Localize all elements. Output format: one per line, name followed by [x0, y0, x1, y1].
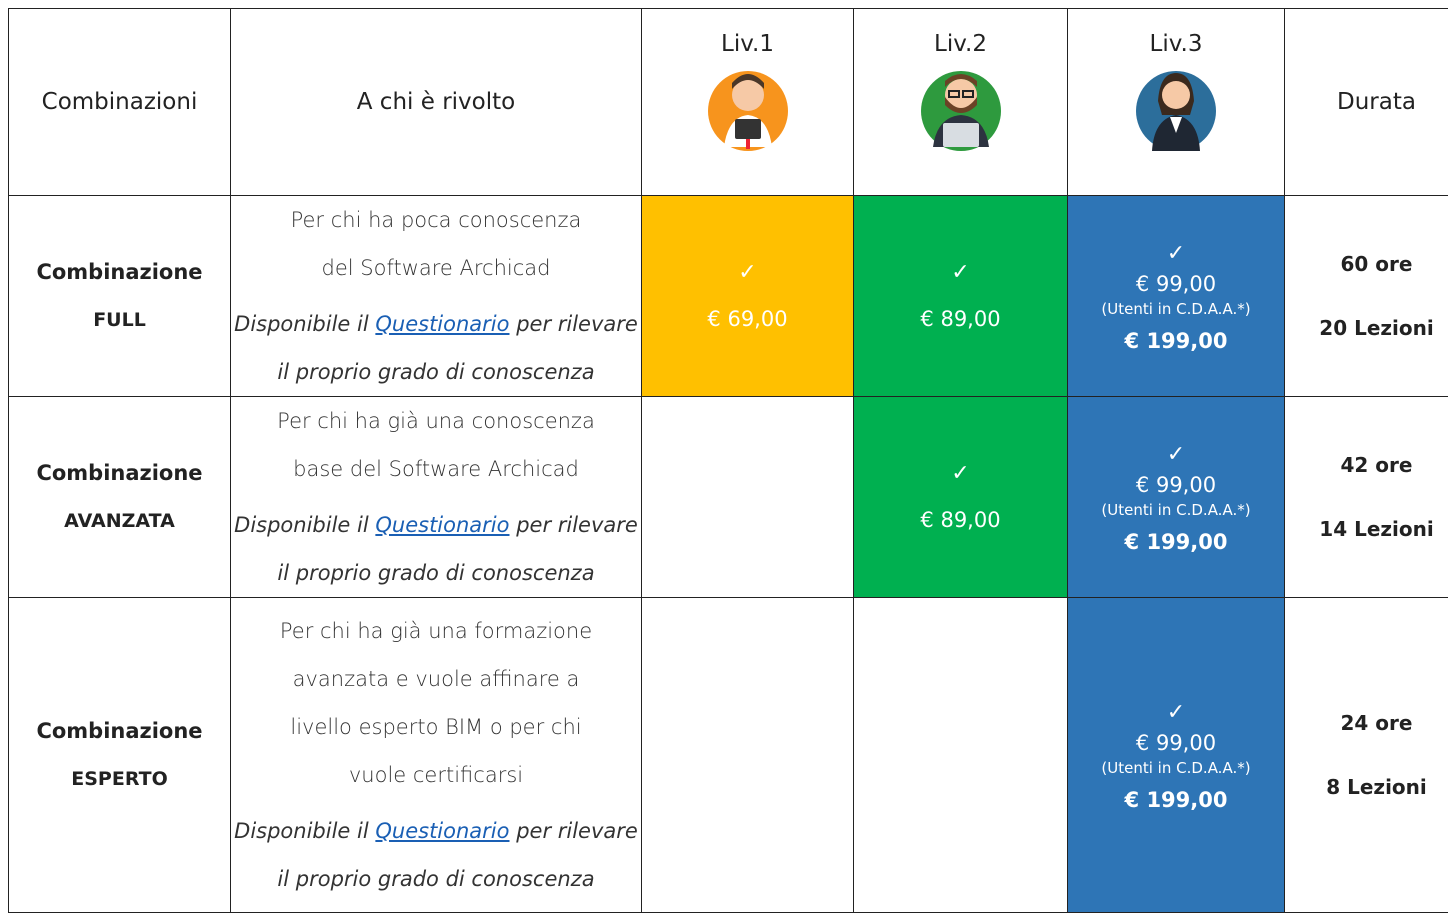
header-cell: A chi è rivolto	[231, 9, 642, 196]
description-line: del Software Archicad	[231, 244, 641, 292]
description-line: Per chi ha poca conoscenza	[231, 196, 641, 244]
price: € 89,00	[854, 304, 1067, 334]
header-cell: Liv.1	[642, 9, 854, 196]
level-cell	[642, 598, 854, 913]
description-line: base del Software Archicad	[231, 445, 641, 493]
header-cell: Durata	[1285, 9, 1448, 196]
check-mark: ✓	[642, 258, 853, 288]
duration: 24 ore	[1285, 691, 1448, 755]
price-note: (Utenti in C.D.A.A.*)	[1068, 758, 1284, 778]
note-text: Disponibile il	[234, 819, 369, 843]
description-line: avanzata e vuole affinare a	[231, 655, 641, 703]
level-title: Liv.3	[1068, 31, 1284, 57]
note: Disponibile il Questionario per rilevare…	[231, 807, 641, 903]
description-line: livello esperto BIM o per chi	[231, 703, 641, 751]
level-title: Liv.1	[642, 31, 853, 57]
note-line: Disponibile il Questionario per rilevare	[231, 807, 641, 855]
note: Disponibile il Questionario per rilevare…	[231, 501, 641, 597]
level-cell	[642, 397, 854, 598]
description-line: Per chi ha già una formazione	[231, 607, 641, 655]
combination-name: FULL	[9, 296, 230, 344]
level-cell: ✓ € 89,00	[854, 196, 1068, 397]
price: € 199,00	[1068, 788, 1284, 812]
level-cell: ✓€ 99,00(Utenti in C.D.A.A.*) € 199,00	[1068, 196, 1285, 397]
pricing-table: Combinazioni A chi è rivolto Liv.1 Liv.2…	[8, 8, 1448, 913]
header-cell: Liv.2	[854, 9, 1068, 196]
price: € 99,00	[1068, 728, 1284, 758]
note-text: Disponibile il	[234, 513, 369, 537]
duration: 42 ore	[1285, 433, 1448, 497]
questionnaire-link[interactable]: Questionario	[375, 819, 509, 843]
note-text: Disponibile il	[234, 312, 369, 336]
note-line: Disponibile il Questionario per rilevare	[231, 300, 641, 348]
check-mark: ✓	[1068, 239, 1284, 269]
price: € 69,00	[642, 304, 853, 334]
level-cell	[854, 598, 1068, 913]
level-title: Liv.2	[854, 31, 1067, 57]
price: € 199,00	[1068, 329, 1284, 353]
note-line: il proprio grado di conoscenza	[231, 549, 641, 597]
questionnaire-link[interactable]: Questionario	[375, 513, 509, 537]
price: € 99,00	[1068, 269, 1284, 299]
combination-name: Combinazione	[9, 449, 230, 497]
duration: 14 Lezioni	[1285, 497, 1448, 561]
check-mark: ✓	[854, 258, 1067, 288]
note-line: il proprio grado di conoscenza	[231, 348, 641, 396]
avatar	[915, 61, 1007, 153]
header-row: Combinazioni A chi è rivolto Liv.1 Liv.2…	[9, 9, 1448, 196]
note-text: per rilevare	[516, 312, 638, 336]
combination-name: Combinazione	[9, 707, 230, 755]
check-mark: ✓	[854, 459, 1067, 489]
combination-name: Combinazione	[9, 248, 230, 296]
level-cell: ✓ € 69,00	[642, 196, 854, 397]
note-line: Disponibile il Questionario per rilevare	[231, 501, 641, 549]
price: € 89,00	[854, 505, 1067, 535]
price: € 199,00	[1068, 530, 1284, 554]
price-note: (Utenti in C.D.A.A.*)	[1068, 500, 1284, 520]
avatar	[702, 61, 794, 153]
level-cell: ✓€ 99,00(Utenti in C.D.A.A.*) € 199,00	[1068, 397, 1285, 598]
price-note: (Utenti in C.D.A.A.*)	[1068, 299, 1284, 319]
duration: 60 ore	[1285, 232, 1448, 296]
note-text: per rilevare	[516, 513, 638, 537]
duration: 20 Lezioni	[1285, 296, 1448, 360]
note-text: per rilevare	[516, 819, 638, 843]
duration: 8 Lezioni	[1285, 755, 1448, 819]
check-mark: ✓	[1068, 440, 1284, 470]
note: Disponibile il Questionario per rilevare…	[231, 300, 641, 396]
combination-name: AVANZATA	[9, 497, 230, 545]
avatar	[1130, 61, 1222, 153]
header-cell: Liv.3	[1068, 9, 1285, 196]
page: Combinazioni A chi è rivolto Liv.1 Liv.2…	[0, 0, 1448, 875]
level-cell: ✓€ 99,00(Utenti in C.D.A.A.*) € 199,00	[1068, 598, 1285, 913]
description-line: Per chi ha già una conoscenza	[231, 397, 641, 445]
note-line: il proprio grado di conoscenza	[231, 855, 641, 903]
questionnaire-link[interactable]: Questionario	[375, 312, 509, 336]
level-cell: ✓ € 89,00	[854, 397, 1068, 598]
price: € 99,00	[1068, 470, 1284, 500]
header-cell: Combinazioni	[9, 9, 231, 196]
check-mark: ✓	[1068, 698, 1284, 728]
combination-name: ESPERTO	[9, 755, 230, 803]
description-line: vuole certificarsi	[231, 751, 641, 799]
